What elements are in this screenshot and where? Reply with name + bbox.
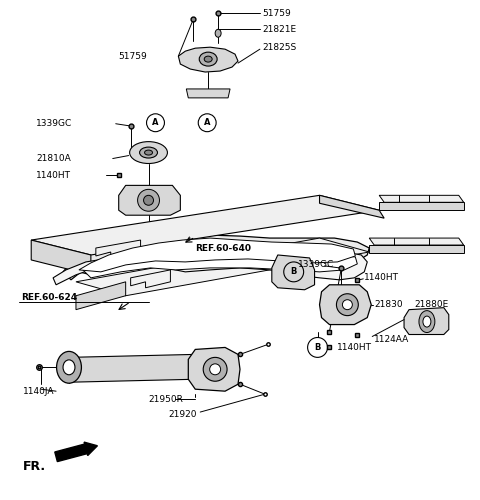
Ellipse shape [423, 316, 431, 327]
Ellipse shape [342, 300, 352, 310]
Text: 51759: 51759 [262, 9, 290, 18]
Text: 1140HT: 1140HT [337, 343, 372, 352]
Text: 1140HT: 1140HT [364, 274, 399, 282]
Polygon shape [320, 285, 371, 325]
Text: A: A [152, 118, 159, 127]
Ellipse shape [130, 142, 168, 164]
Polygon shape [63, 235, 369, 280]
Polygon shape [369, 238, 464, 245]
Text: 1339GC: 1339GC [36, 119, 72, 128]
Polygon shape [379, 202, 464, 210]
Ellipse shape [144, 150, 153, 155]
Ellipse shape [138, 190, 159, 211]
Text: B: B [314, 343, 321, 352]
Text: 21920: 21920 [168, 410, 197, 418]
Polygon shape [83, 250, 357, 278]
Ellipse shape [210, 364, 221, 375]
Polygon shape [96, 240, 141, 258]
Polygon shape [53, 245, 367, 285]
Ellipse shape [57, 352, 82, 383]
Polygon shape [31, 240, 91, 275]
Text: FR.: FR. [23, 460, 47, 473]
Polygon shape [31, 196, 379, 255]
FancyArrow shape [55, 442, 97, 462]
Polygon shape [369, 245, 464, 253]
Text: 21830: 21830 [374, 300, 403, 309]
Text: A: A [204, 118, 210, 127]
Polygon shape [404, 308, 449, 334]
Polygon shape [320, 196, 384, 218]
Text: 21880E: 21880E [414, 300, 448, 309]
Ellipse shape [215, 30, 221, 37]
Ellipse shape [336, 294, 358, 316]
Text: B: B [290, 268, 297, 276]
Polygon shape [76, 238, 369, 296]
Text: 1140JA: 1140JA [23, 386, 55, 396]
Polygon shape [69, 354, 195, 382]
Ellipse shape [199, 52, 217, 66]
Polygon shape [76, 282, 126, 310]
Text: 21821E: 21821E [262, 25, 296, 34]
Text: 1339GC: 1339GC [298, 260, 334, 270]
Polygon shape [79, 238, 355, 272]
Ellipse shape [140, 147, 157, 158]
Ellipse shape [63, 360, 75, 375]
Polygon shape [179, 47, 238, 72]
Polygon shape [131, 270, 170, 288]
Ellipse shape [419, 310, 435, 332]
Text: REF.60-640: REF.60-640 [195, 244, 251, 252]
Polygon shape [272, 255, 314, 290]
Polygon shape [188, 348, 240, 391]
Polygon shape [186, 89, 230, 98]
Text: 1140HT: 1140HT [36, 171, 71, 180]
Polygon shape [379, 196, 464, 202]
Text: 51759: 51759 [119, 52, 147, 60]
Text: REF.60-624: REF.60-624 [21, 293, 77, 302]
Text: 21825S: 21825S [262, 42, 296, 51]
Text: 1124AA: 1124AA [374, 335, 409, 344]
Text: 21950R: 21950R [148, 394, 183, 404]
Text: 21810A: 21810A [36, 154, 71, 163]
Ellipse shape [144, 196, 154, 205]
Ellipse shape [203, 358, 227, 381]
Polygon shape [119, 186, 180, 215]
Ellipse shape [204, 56, 212, 62]
